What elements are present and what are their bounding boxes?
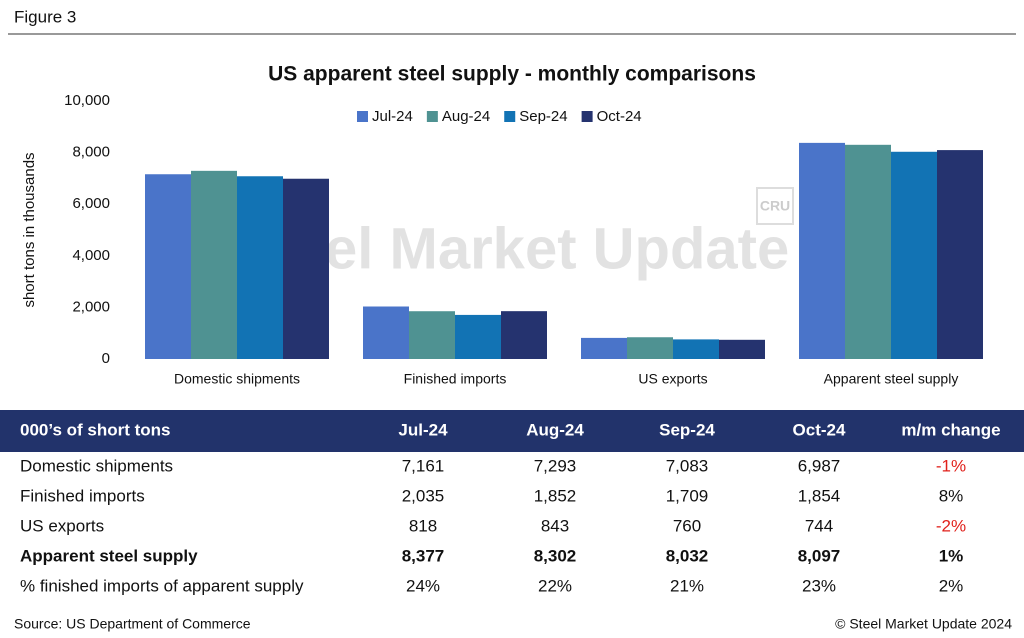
table-cell: 24% xyxy=(406,576,440,595)
table-cell: 2,035 xyxy=(402,486,445,505)
y-tick-label: 6,000 xyxy=(72,195,110,212)
chart-title: US apparent steel supply - monthly compa… xyxy=(268,63,756,86)
table-cell: 7,161 xyxy=(402,456,445,475)
bar xyxy=(845,144,891,359)
bar xyxy=(409,311,455,359)
legend-label: Aug-24 xyxy=(442,108,490,125)
table-header: m/m change xyxy=(901,420,1000,439)
source: Source: US Department of Commerce xyxy=(14,616,251,632)
bar xyxy=(501,311,547,359)
legend-swatch xyxy=(426,111,438,122)
legend-swatch xyxy=(504,111,516,122)
watermark-logo: CRU xyxy=(760,198,790,214)
bar xyxy=(937,150,983,359)
table-cell: 843 xyxy=(541,516,569,535)
y-tick-label: 0 xyxy=(102,350,110,367)
y-axis-label: short tons in thousands xyxy=(21,152,38,307)
bar xyxy=(799,142,845,359)
table-cell: 1,709 xyxy=(666,486,709,505)
table-header-bg xyxy=(0,410,1024,452)
x-tick-label: Apparent steel supply xyxy=(824,371,959,387)
table-cell: 1,854 xyxy=(798,486,841,505)
legend-label: Jul-24 xyxy=(372,108,413,125)
bar xyxy=(891,151,937,359)
table-cell: 1,852 xyxy=(534,486,577,505)
bar xyxy=(455,314,501,359)
table-cell: Domestic shipments xyxy=(20,456,173,475)
table-cell: 7,083 xyxy=(666,456,709,475)
table-cell: -2% xyxy=(936,516,966,535)
x-tick-label: Domestic shipments xyxy=(174,371,300,387)
table-cell: % finished imports of apparent supply xyxy=(20,576,304,595)
legend-swatch xyxy=(357,111,368,122)
table-cell: 6,987 xyxy=(798,456,841,475)
bar xyxy=(581,337,627,359)
bar xyxy=(627,337,673,359)
legend-label: Sep-24 xyxy=(519,108,567,125)
watermark-logo-box xyxy=(756,187,794,225)
table-cell: 744 xyxy=(805,516,833,535)
table-cell: 1% xyxy=(939,546,964,565)
table-header: Aug-24 xyxy=(526,420,584,439)
bar xyxy=(145,174,191,359)
bar xyxy=(719,339,765,359)
table-cell: Apparent steel supply xyxy=(20,546,198,565)
table-cell: 8,097 xyxy=(798,546,841,565)
table-header: Jul-24 xyxy=(398,420,448,439)
table-cell: 8,377 xyxy=(402,546,445,565)
bar xyxy=(673,339,719,359)
table-header: Sep-24 xyxy=(659,420,715,439)
x-tick-label: Finished imports xyxy=(404,371,507,387)
bar xyxy=(363,306,409,359)
copyright: © Steel Market Update 2024 xyxy=(835,616,1012,632)
table-cell: 8,302 xyxy=(534,546,577,565)
y-tick-label: 10,000 xyxy=(64,92,110,109)
table-header: 000’s of short tons xyxy=(20,420,171,439)
table-cell: 23% xyxy=(802,576,836,595)
table-cell: 21% xyxy=(670,576,704,595)
table-cell: Finished imports xyxy=(20,486,145,505)
table-header: Oct-24 xyxy=(793,420,846,439)
y-tick-label: 8,000 xyxy=(72,144,110,161)
figure-label: Figure 3 xyxy=(14,7,76,26)
legend-swatch xyxy=(581,111,593,122)
x-tick-label: US exports xyxy=(638,371,707,387)
table-cell: 8,032 xyxy=(666,546,709,565)
table-cell: 760 xyxy=(673,516,701,535)
table-cell: US exports xyxy=(20,516,104,535)
table-cell: 8% xyxy=(939,486,964,505)
table-cell: 22% xyxy=(538,576,572,595)
y-tick-label: 4,000 xyxy=(72,247,110,264)
bar xyxy=(283,178,329,359)
y-tick-label: 2,000 xyxy=(72,298,110,315)
table-cell: -1% xyxy=(936,456,966,475)
table-cell: 2% xyxy=(939,576,964,595)
legend-label: Oct-24 xyxy=(597,108,642,125)
table-cell: 818 xyxy=(409,516,437,535)
table-cell: 7,293 xyxy=(534,456,577,475)
bar xyxy=(237,176,283,359)
bar xyxy=(191,170,237,359)
